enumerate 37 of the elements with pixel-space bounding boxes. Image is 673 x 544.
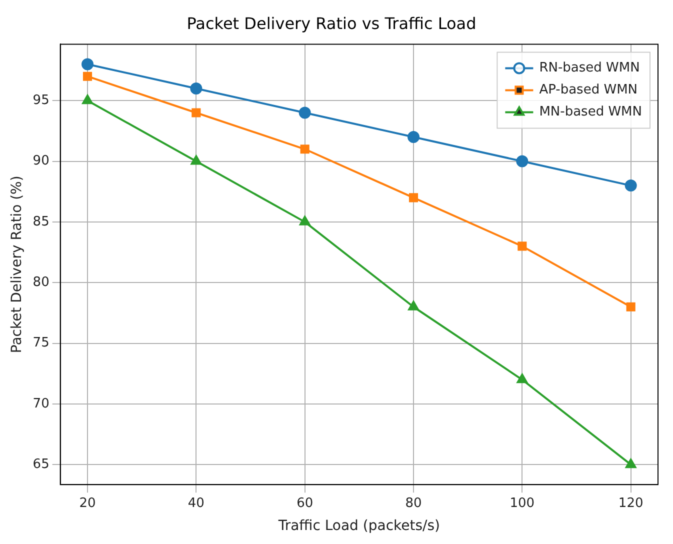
legend-label: MN-based WMN	[539, 104, 642, 120]
y-tick-label: 75	[32, 336, 50, 351]
point	[190, 82, 202, 94]
point	[518, 242, 527, 251]
x-tick-label: 20	[79, 496, 96, 511]
point	[82, 58, 94, 70]
point	[626, 458, 636, 468]
point	[408, 300, 419, 310]
point	[300, 144, 310, 154]
point	[192, 108, 201, 118]
y-tick-label: 65	[32, 456, 50, 472]
x-axis-title: Traffic Load (packets/s)	[277, 518, 440, 534]
y-tick-label: 90	[32, 154, 50, 169]
y-tick-label: 85	[32, 214, 50, 230]
point	[298, 106, 311, 119]
x-tick-label: 80	[405, 496, 422, 511]
point	[82, 72, 92, 81]
x-tick-label: 60	[296, 496, 314, 511]
point	[82, 94, 93, 104]
y-tick-label: 70	[32, 396, 50, 412]
x-tick-label: 100	[510, 496, 535, 511]
y-tick-label: 80	[32, 274, 50, 290]
point	[516, 155, 528, 168]
point	[300, 216, 310, 226]
point	[516, 374, 528, 384]
legend-label: AP-based WMN	[539, 82, 638, 98]
chart-title: Packet Delivery Ratio vs Traffic Load	[186, 14, 476, 33]
point	[190, 155, 202, 165]
y-axis-title: Packet Delivery Ratio (%)	[9, 176, 26, 354]
point	[626, 302, 636, 312]
y-tick-label: 95	[32, 92, 50, 108]
x-tick-label: 120	[618, 496, 644, 511]
legend-label: RN-based WMN	[539, 60, 640, 76]
point	[408, 131, 420, 144]
point	[624, 180, 637, 192]
point	[408, 193, 418, 202]
x-tick-label: 40	[188, 496, 204, 511]
